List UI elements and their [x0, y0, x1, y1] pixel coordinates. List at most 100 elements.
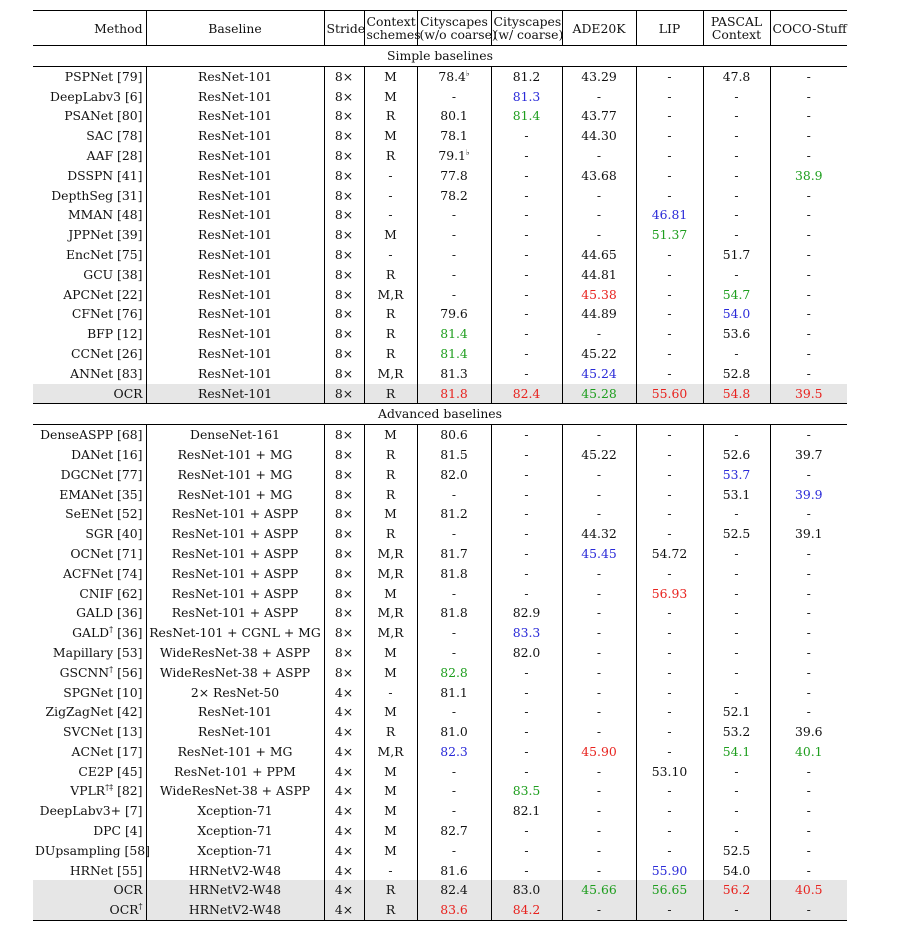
cell-value: 83.3 [512, 625, 541, 641]
cell-coco: - [770, 900, 847, 922]
cell-ade20k: - [562, 205, 637, 226]
cell-baseline: ResNet-101 + PPM [146, 761, 325, 782]
cell-context: M [364, 225, 418, 245]
footnote-mark: † [138, 902, 143, 912]
cell-cityscapes-w: - [491, 145, 563, 166]
cell-stride: 8× [324, 244, 365, 265]
cell-cityscapes-wo: 81.8 [417, 383, 492, 404]
cell-coco: - [806, 266, 811, 282]
table-row: APCNet [22] ResNet-101 8× M,R - -45.38-54.7- [33, 284, 847, 305]
cell-cityscapes-wo: 81.4 [417, 343, 492, 364]
method-name: VPLR [70, 783, 106, 799]
cell-context: M [364, 642, 418, 663]
cell-cityscapes-wo: - [417, 524, 492, 544]
cell-cityscapes-w: - [491, 722, 563, 742]
header-row: Method Baseline Stride Context schemes Ci… [33, 10, 847, 46]
cell-lip: - [636, 86, 704, 107]
method-name: DepthSeg [31] [51, 187, 143, 203]
cell-lip: - [636, 185, 704, 206]
cell-stride: 8× [324, 603, 365, 624]
cell-cityscapes-wo: 82.3 [417, 741, 492, 762]
cell-baseline: ResNet-101 [146, 722, 325, 742]
cell-lip: 55.60 [636, 383, 704, 404]
cell-baseline: ResNet-101 [146, 264, 325, 285]
cell-pascal: - [703, 145, 771, 166]
col-coco: COCO-Stuff [770, 10, 847, 46]
cell-method: HRNet [55] [33, 860, 147, 881]
cell-coco: - [806, 684, 811, 700]
cell-baseline: ResNet-101 [146, 244, 325, 265]
cell-coco: - [806, 365, 811, 381]
cell-value: 55.90 [651, 862, 688, 878]
cell-baseline: ResNet-101 + ASPP [146, 563, 325, 584]
cell-baseline: Xception-71 [146, 840, 325, 861]
cell-cityscapes-wo: 81.7 [417, 543, 492, 564]
cell-stride: 8× [324, 504, 365, 525]
cell-baseline: ResNet-101 [146, 106, 325, 127]
method-name: OCR [113, 385, 143, 401]
cell-cityscapes-w: - [491, 682, 563, 703]
cell-baseline: ResNet-101 + ASPP [146, 543, 325, 564]
cell-cityscapes-wo: 81.0 [417, 722, 492, 742]
method-ref: [56] [113, 664, 143, 680]
cell-baseline: ResNet-101 + ASPP [146, 583, 325, 604]
method-name: GALD [36] [76, 605, 143, 621]
cell-lip: - [636, 106, 704, 127]
method-name: CCNet [26] [71, 345, 143, 361]
cell-method: SGR [40] [33, 524, 147, 544]
cell-coco: 40.5 [770, 880, 847, 901]
cell-lip: - [636, 781, 704, 802]
cell-ade20k: - [562, 583, 637, 604]
cell-lip: 56.65 [636, 880, 704, 901]
section-header: Advanced baselines [33, 403, 847, 426]
table-row: Mapillary [53] WideResNet-38 + ASPP 8× M -82… [33, 642, 847, 663]
cell-baseline: ResNet-101 + MG [146, 741, 325, 762]
table-row: DPC [4] Xception-71 4× M 82.7- - - - - [33, 821, 847, 841]
cell-coco: - [806, 803, 811, 819]
cell-ade20k: 43.68 [562, 165, 637, 186]
cell-context: M [364, 424, 418, 445]
cell-value: 83.5 [512, 783, 541, 799]
cell-ade20k: 45.66 [562, 880, 637, 901]
cell-cityscapes-wo: 81.6 [417, 860, 492, 881]
method-name: OCNet [71] [70, 545, 143, 561]
cell-context: M,R [364, 543, 418, 564]
cell-lip: - [636, 642, 704, 663]
cell-stride: 4× [324, 801, 365, 822]
cell-value: 53.7 [722, 466, 751, 482]
cell-cityscapes-wo: - [417, 583, 492, 604]
cell-stride: 8× [324, 363, 365, 384]
cell-stride: 8× [324, 383, 365, 404]
cell-value: 39.5 [794, 385, 823, 401]
cell-pascal: - [703, 264, 771, 285]
cell-ade20k: 45.22 [562, 343, 637, 364]
cell-stride: 8× [324, 106, 365, 127]
cell-stride: 8× [324, 145, 365, 166]
table-header: Method Baseline Stride Context schemes Ci… [33, 10, 847, 46]
cell-stride: 8× [324, 126, 365, 146]
cell-stride: 4× [324, 702, 365, 723]
method-name: SPGNet [10] [63, 684, 143, 700]
cell-stride: 4× [324, 840, 365, 861]
cell-cityscapes-wo: - [417, 86, 492, 107]
cell-cityscapes-w: 83.5 [491, 781, 563, 802]
cell-cityscapes-wo: 81.5 [417, 444, 492, 465]
table-row: HRNet [55] HRNetV2-W48 4× -81.6- -55.90 54.0- [33, 860, 847, 881]
cell-cityscapes-wo: 82.4 [417, 880, 492, 901]
cell-stride: 8× [324, 304, 365, 325]
cell-coco: - [806, 108, 811, 124]
cell-context: M,R [364, 741, 418, 762]
method-name: ANNet [83] [70, 365, 143, 381]
cell-ade20k: - [562, 662, 637, 683]
cell-coco: - [806, 187, 811, 203]
method-ref: [36] [113, 625, 143, 641]
cell-method: OCNet [71] [33, 543, 147, 564]
cell-baseline: ResNet-101 [146, 66, 325, 87]
method-name: SVCNet [13] [63, 724, 143, 740]
cell-value: 54.1 [722, 743, 751, 759]
cell-cityscapes-w: - [491, 583, 563, 604]
cell-method: BFP [12] [33, 324, 147, 344]
cell-value: 54.0 [722, 306, 751, 322]
cell-ade20k: - [562, 484, 637, 505]
cell-context: - [364, 244, 418, 265]
